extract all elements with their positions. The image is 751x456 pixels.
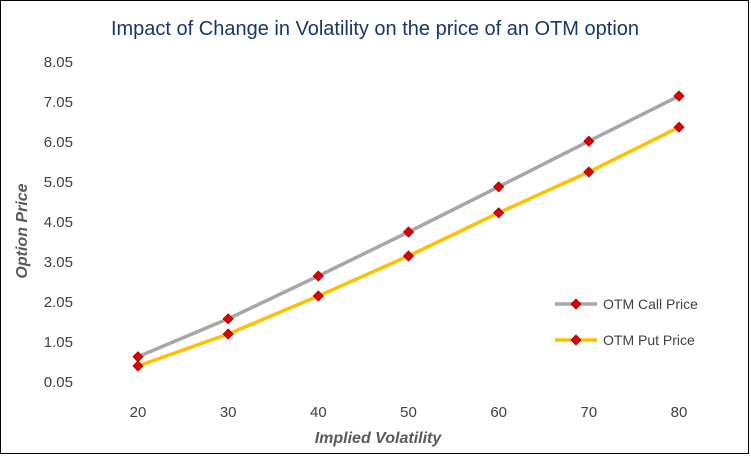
- x-tick-label: 50: [400, 404, 417, 421]
- data-point: [493, 207, 505, 219]
- data-point: [222, 313, 234, 325]
- series-1: [132, 90, 685, 363]
- y-tick-label: 0.05: [44, 374, 73, 391]
- legend-marker: [570, 334, 582, 346]
- y-tick-label: 4.05: [44, 214, 73, 231]
- legend-label: OTM Call Price: [603, 296, 698, 312]
- legend-item: OTM Call Price: [555, 296, 698, 312]
- series-line: [136, 94, 681, 359]
- series-layer: [132, 90, 685, 372]
- x-tick-label: 20: [130, 404, 147, 421]
- chart-title: Impact of Change in Volatility on the pr…: [111, 18, 639, 40]
- y-tick-label: 8.05: [44, 54, 73, 71]
- series-2: [132, 121, 685, 372]
- y-tick-label: 6.05: [44, 134, 73, 151]
- data-point: [312, 270, 324, 282]
- x-tick-label: 30: [220, 404, 237, 421]
- data-point: [132, 351, 144, 363]
- data-point: [312, 290, 324, 302]
- data-point: [402, 250, 415, 262]
- y-axis-ticks: 0.05 1.05 2.05 3.05 4.05 5.05 6.05 7.05 8.05: [44, 54, 73, 391]
- data-point: [493, 181, 505, 193]
- x-tick-label: 70: [580, 404, 597, 421]
- y-tick-label: 3.05: [44, 254, 73, 271]
- x-tick-label: 60: [490, 404, 507, 421]
- data-point: [402, 226, 415, 238]
- series-line: [136, 125, 681, 368]
- data-point: [673, 121, 685, 133]
- x-tick-label: 80: [671, 404, 688, 421]
- y-tick-label: 1.05: [44, 334, 73, 351]
- x-tick-label: 40: [310, 404, 327, 421]
- x-axis-ticks: 20 30 40 50 60 70 80: [130, 404, 688, 421]
- data-point: [132, 360, 144, 372]
- data-point: [673, 90, 685, 102]
- y-tick-label: 2.05: [44, 294, 73, 311]
- legend-label: OTM Put Price: [603, 332, 695, 348]
- data-point: [583, 166, 595, 178]
- y-tick-label: 5.05: [44, 174, 73, 191]
- data-point: [583, 135, 595, 147]
- data-point: [222, 328, 234, 340]
- legend: OTM Call Price OTM Put Price: [555, 296, 698, 348]
- legend-marker: [570, 298, 582, 310]
- x-axis-label: Implied Volatility: [315, 430, 443, 447]
- y-axis-label: Option Price: [14, 183, 31, 278]
- y-tick-label: 7.05: [44, 94, 73, 111]
- legend-item: OTM Put Price: [555, 332, 695, 348]
